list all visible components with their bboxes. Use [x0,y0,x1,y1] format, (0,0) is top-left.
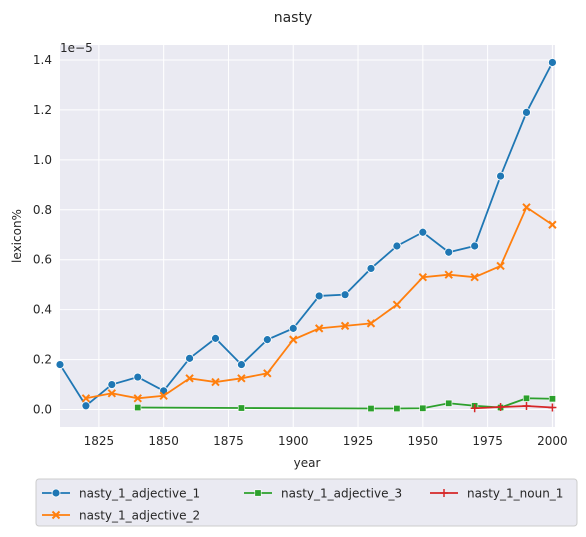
data-point [548,220,557,229]
legend-item: nasty_1_adjective_2 [42,509,200,523]
data-point [288,323,298,333]
y-tick-label: 0.8 [33,203,52,217]
legend-item: nasty_1_adjective_1 [42,487,200,501]
y-tick-label: 0.6 [33,253,52,267]
data-point [237,374,246,383]
data-point [81,401,91,411]
series-nasty_1_adjective_2 [81,203,557,403]
data-point [263,369,272,378]
data-point [159,391,168,400]
data-point [366,264,376,273]
x-tick-label: 1950 [408,434,439,448]
data-point [55,360,65,369]
legend-label: nasty_1_noun_1 [467,487,563,501]
data-point [548,403,557,412]
data-point [444,247,454,257]
legend-label: nasty_1_adjective_1 [79,487,200,501]
series-nasty_1_noun_1 [470,402,557,413]
y-scale-label: 1e−5 [60,41,93,55]
y-axis-label: lexicon% [10,209,24,263]
y-tick-label: 0.4 [33,303,52,317]
data-point [51,510,61,520]
data-point [133,372,143,382]
data-point [366,319,376,328]
series-line [137,397,553,410]
legend-label: nasty_1_adjective_3 [281,487,402,501]
data-point [254,489,262,497]
series-layer [55,58,557,413]
x-tick-label: 2000 [537,434,568,448]
data-point [185,374,194,383]
data-point [419,404,427,412]
x-tick-label: 1925 [343,434,374,448]
data-point [211,377,220,387]
data-point [418,227,428,237]
data-point [314,324,324,333]
data-point [51,488,61,498]
data-point [440,489,448,497]
data-point [496,403,505,412]
y-tick-label: 0.0 [33,403,52,417]
data-point [470,241,480,251]
legend-item: nasty_1_noun_1 [430,487,563,501]
y-tick-label: 1.2 [33,103,52,117]
data-point [211,333,220,343]
data-point [522,203,531,212]
data-point [522,108,531,117]
data-point [340,290,350,300]
legend: nasty_1_adjective_1 nasty_1_adjective_2 na… [35,478,578,527]
data-point [314,291,324,301]
y-tick-label: 1.0 [33,153,52,167]
data-point [107,380,117,389]
data-point [392,300,402,309]
data-point [548,58,557,67]
x-tick-label: 1825 [84,434,115,448]
plot-background [60,45,555,427]
y-tick-label: 0.2 [33,353,52,367]
chart-title: nasty [274,10,313,26]
data-point [367,405,375,413]
data-point [107,389,117,398]
x-tick-label: 1975 [472,434,503,448]
x-tick-label: 1850 [148,434,179,448]
legend-item: nasty_1_adjective_3 [244,487,402,501]
legend-label: nasty_1_adjective_2 [79,509,200,523]
data-point [393,405,401,413]
data-point [548,395,556,403]
y-tick-label: 1.4 [33,53,52,67]
data-point [445,399,453,407]
data-point [418,272,428,282]
legend-box [35,478,578,527]
x-axis-label: year [294,456,321,470]
series-nasty_1_adjective_1 [55,58,557,411]
data-point [237,360,246,369]
data-point [340,321,350,331]
data-point [262,335,272,345]
data-point [133,394,142,403]
data-point [185,353,194,363]
data-point [470,272,479,282]
series-line [474,405,553,410]
series-line [59,62,554,408]
data-point [237,404,245,412]
x-tick-label: 1875 [213,434,244,448]
data-point [81,394,91,403]
data-point [522,402,531,411]
data-point [470,404,479,413]
data-point [134,404,142,412]
data-point [289,335,298,344]
data-point [392,241,402,251]
data-point [522,394,530,402]
axis-ticks: 1825 1850 1875 1900 1925 1950 1975 2000 0.0 0.2 0.… [33,53,568,448]
x-tick-label: 1900 [278,434,309,448]
data-point [496,171,505,181]
data-point [444,270,453,279]
series-nasty_1_adjective_3 [134,394,556,413]
data-point [496,261,505,271]
